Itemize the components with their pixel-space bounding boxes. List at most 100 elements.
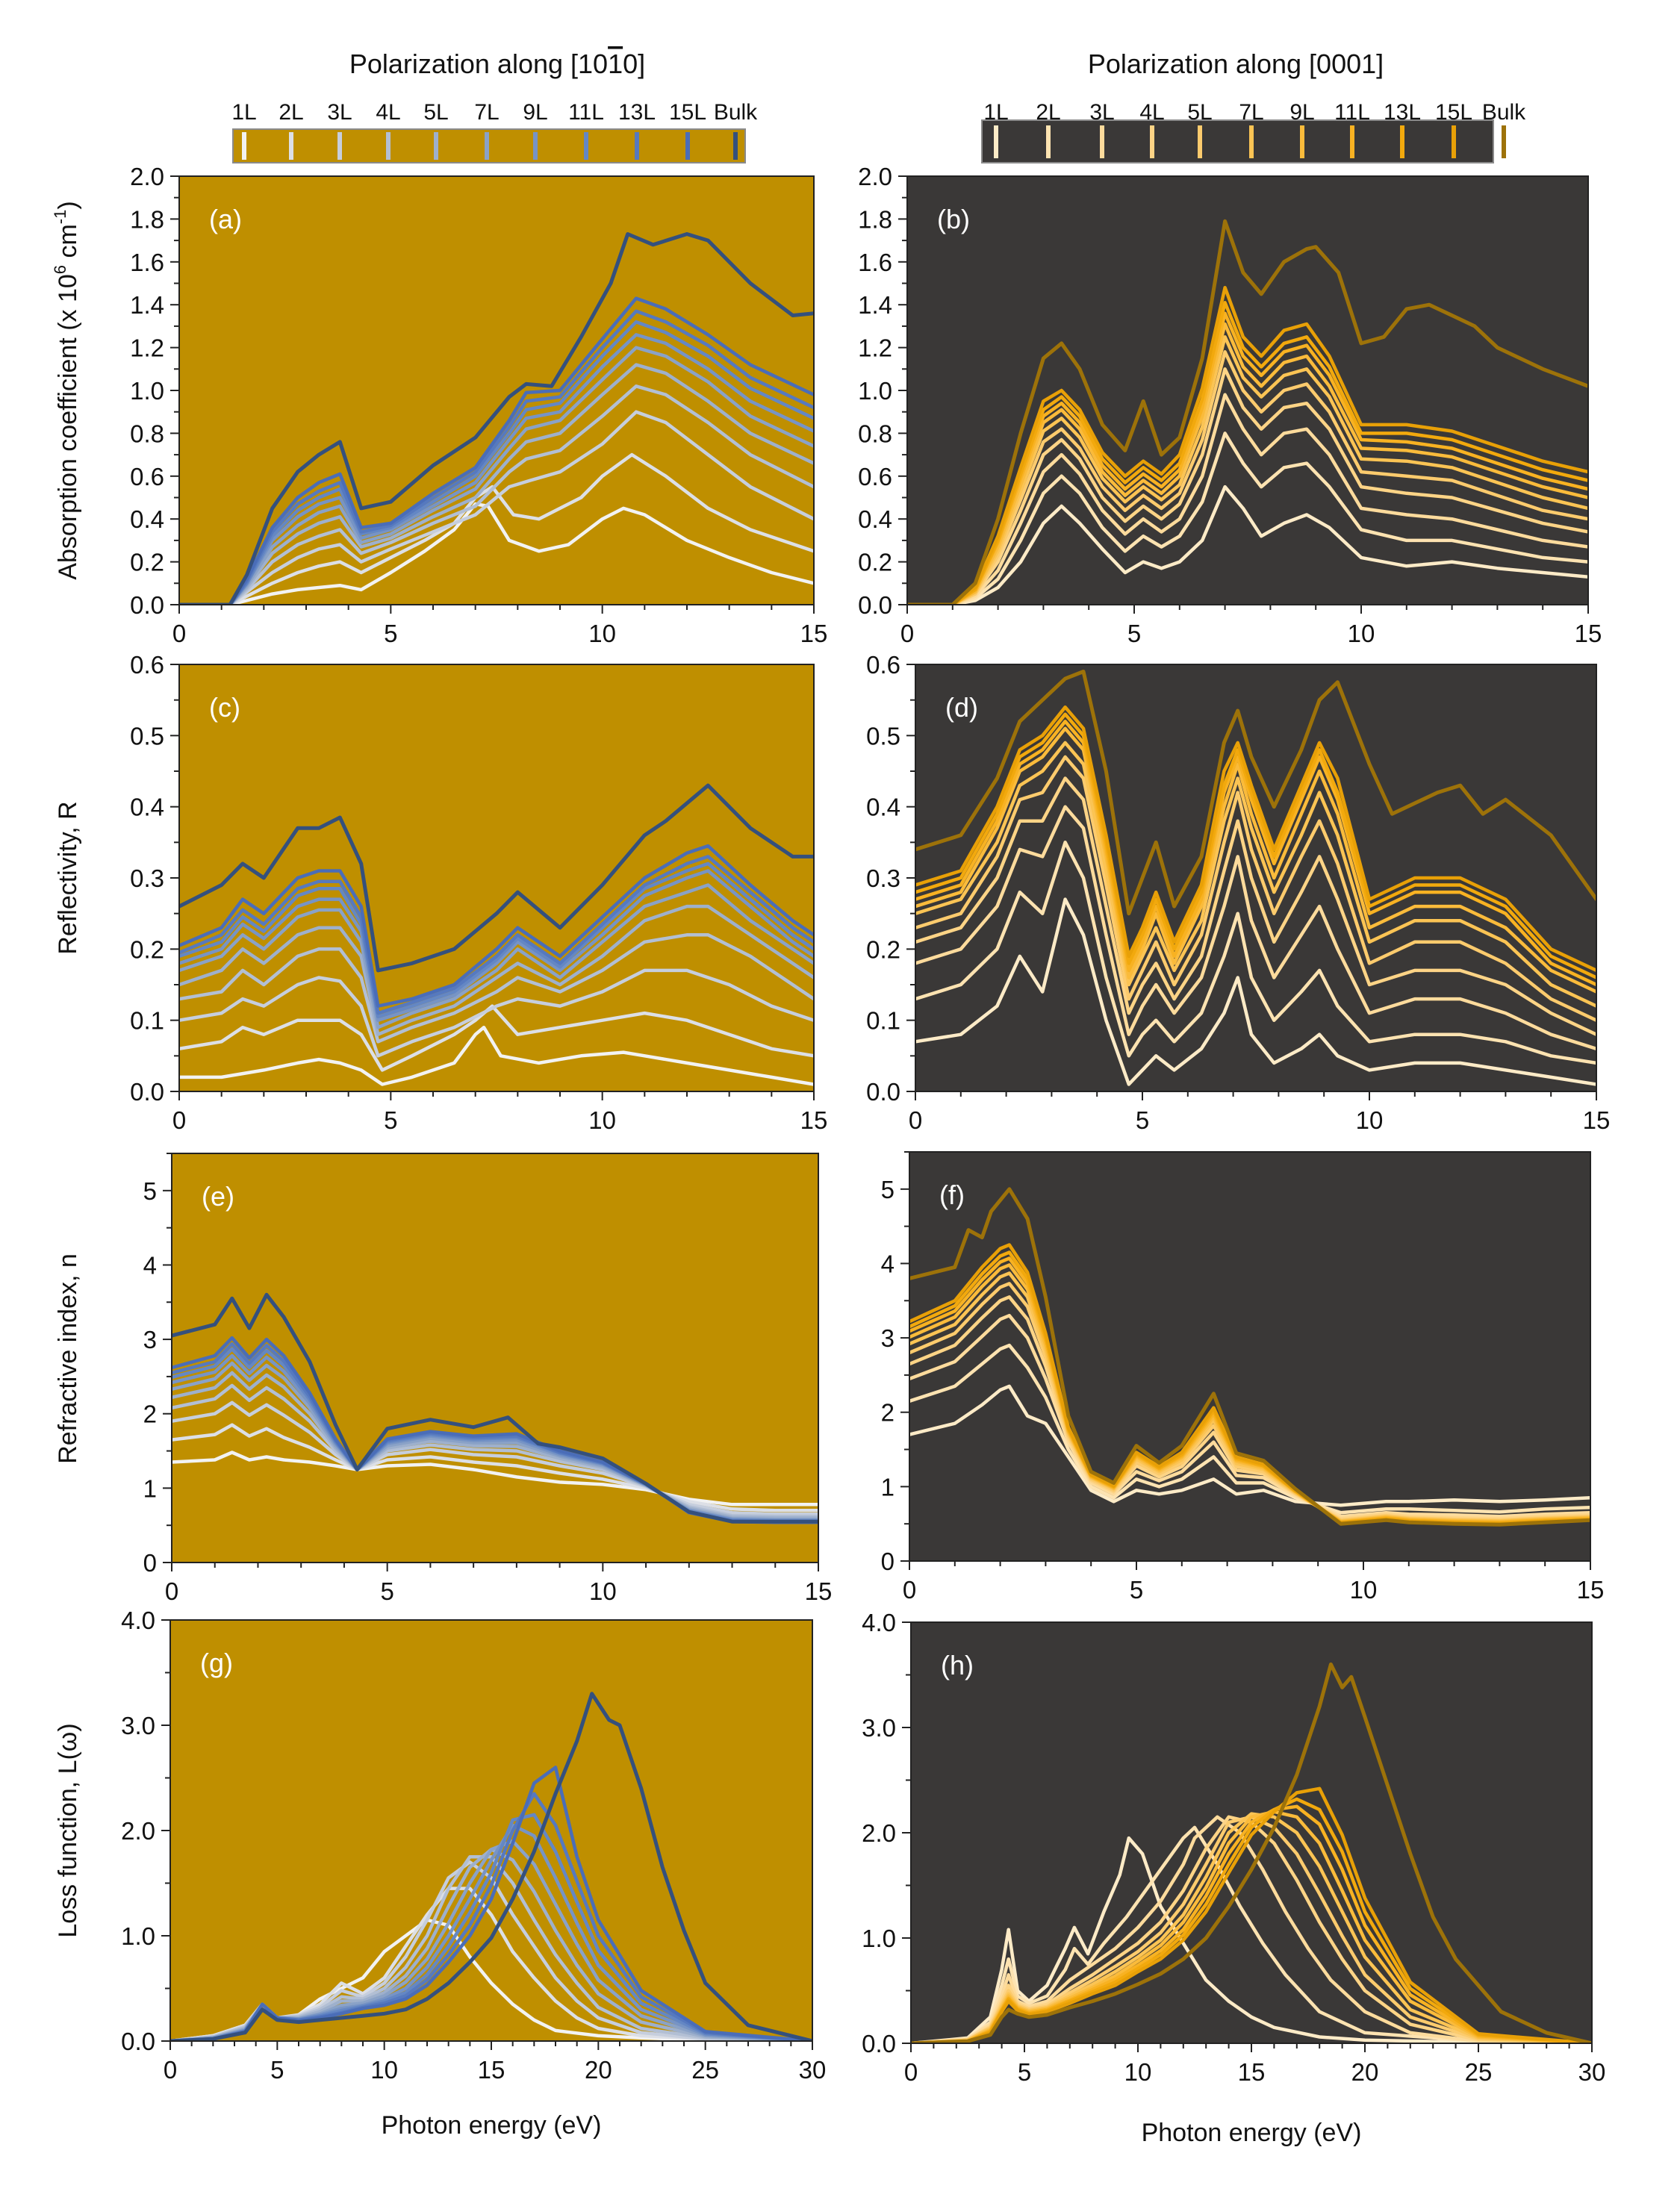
- plot-area: [170, 1620, 812, 2041]
- y-tick-label: 0.6: [858, 463, 892, 490]
- series-line-2L: [172, 1423, 818, 1512]
- x-tick-label: 10: [588, 1106, 616, 1134]
- series-line-5L: [915, 755, 1596, 1022]
- y-tick-label: 2: [881, 1399, 895, 1427]
- series-line-15L: [915, 705, 1596, 973]
- series-line-15L: [911, 1786, 1592, 2043]
- legend-label-11L: 11L: [1334, 100, 1370, 125]
- x-tick-label: 15: [1583, 1106, 1611, 1134]
- series-line-7L: [179, 883, 814, 1029]
- x-tick-label: 5: [270, 2056, 284, 2084]
- panel-letter: (g): [200, 1648, 233, 1678]
- xlabel-right: Photon energy (eV): [1142, 2119, 1362, 2147]
- y-tick-label: 0.0: [121, 2028, 155, 2055]
- series-line-9L: [179, 333, 814, 605]
- y-tick-label: 0.8: [130, 420, 164, 447]
- series-group: [909, 1187, 1590, 1527]
- x-tick-label: 0: [172, 1106, 186, 1134]
- x-tick-label: 5: [1127, 620, 1141, 647]
- ylabel-loss-function: Loss function, L(ω): [54, 1723, 82, 1937]
- series-line-1L: [907, 485, 1588, 605]
- y-tick-label: 0.8: [858, 420, 892, 447]
- right-legend: 1L 2L 3L 4L 5L 7L 9L 11L 13L 15L Bulk: [981, 100, 1526, 163]
- x-tick-label: 5: [380, 1577, 393, 1605]
- series-line-11L: [179, 320, 814, 605]
- legend-label-Bulk: Bulk: [1482, 100, 1526, 125]
- panel-letter: (d): [945, 692, 978, 723]
- panel-letter: (f): [939, 1180, 965, 1210]
- legend-label-9L: 9L: [523, 100, 547, 125]
- y-tick-label: 0.0: [858, 591, 892, 619]
- ylabel-reflectivity: Reflectivity, R: [54, 801, 82, 954]
- y-tick-label: 1.6: [858, 249, 892, 276]
- series-line-Bulk: [179, 232, 814, 605]
- series-line-4L: [911, 1815, 1592, 2043]
- y-tick-label: 1.2: [858, 334, 892, 362]
- series-line-3L: [911, 1815, 1592, 2043]
- y-tick-label: 0.6: [130, 463, 164, 490]
- x-tick-label: 0: [164, 2056, 177, 2084]
- series-line-Bulk: [170, 1692, 812, 2041]
- legend-label-2L: 2L: [1036, 100, 1060, 125]
- panel-letter: (a): [209, 204, 242, 234]
- y-tick-label: 0.1: [866, 1007, 900, 1035]
- y-tick-label: 0: [881, 1548, 895, 1575]
- x-tick-label: 5: [384, 620, 397, 647]
- series-line-15L: [907, 285, 1588, 605]
- y-tick-label: 1.0: [862, 1925, 896, 1952]
- series-line-Bulk: [911, 1662, 1592, 2043]
- legend-label-1L: 1L: [983, 100, 1008, 125]
- x-tick-label: 30: [1578, 2058, 1606, 2086]
- y-tick-label: 2.0: [858, 163, 892, 190]
- x-tick-label: 10: [370, 2056, 398, 2084]
- series-line-Bulk: [172, 1292, 818, 1524]
- y-tick-label: 0.0: [862, 2030, 896, 2057]
- x-tick-label: 0: [165, 1577, 178, 1605]
- legend-label-5L: 5L: [423, 100, 448, 125]
- series-line-4L: [915, 776, 1596, 1036]
- legend-label-1L: 1L: [231, 100, 256, 125]
- series-line-15L: [179, 844, 814, 1008]
- x-tick-label: 15: [805, 1577, 833, 1605]
- xlabel-left: Photon energy (eV): [382, 2111, 602, 2140]
- x-tick-label: 5: [1136, 1106, 1149, 1134]
- y-tick-label: 0.0: [130, 591, 164, 619]
- panel-a-absorption-10-10: 0.0 0.2 0.4 0.6 0.8 1.0 1.2 1.4 1.6 1.8 2.0 0 5 10 15 (…: [130, 163, 827, 647]
- x-tick-label: 15: [800, 620, 828, 647]
- series-line-2L: [909, 1343, 1590, 1515]
- y-tick-label: 1.8: [858, 205, 892, 233]
- y-tick-label: 5: [881, 1176, 895, 1203]
- y-tick-label: 0.0: [130, 1078, 164, 1106]
- y-tick-label: 2.0: [121, 1817, 155, 1845]
- x-tick-label: 15: [1575, 620, 1602, 647]
- plot-area: [179, 176, 814, 605]
- series-line-13L: [907, 301, 1588, 605]
- y-tick-label: 2: [143, 1401, 157, 1428]
- x-tick-label: 25: [691, 2056, 719, 2084]
- legend-label-15L: 15L: [1435, 100, 1472, 125]
- series-line-3L: [907, 393, 1588, 605]
- y-tick-label: 1.8: [130, 205, 164, 233]
- x-tick-label: 0: [909, 1106, 922, 1134]
- series-line-7L: [911, 1812, 1592, 2043]
- series-group: [179, 783, 814, 1086]
- legend-label-2L: 2L: [279, 100, 303, 125]
- x-tick-label: 10: [1350, 1576, 1378, 1604]
- series-line-5L: [911, 1815, 1592, 2043]
- panel-letter: (h): [941, 1650, 974, 1680]
- y-tick-label: 0.4: [130, 505, 164, 533]
- series-line-5L: [907, 350, 1588, 605]
- series-line-3L: [909, 1313, 1590, 1518]
- x-tick-label: 5: [1018, 2058, 1031, 2086]
- y-tick-label: 0.3: [130, 864, 164, 892]
- ylabel-absorption: Absorption coefficient (x 106 cm-1): [51, 201, 82, 579]
- series-line-9L: [179, 869, 814, 1022]
- y-tick-label: 1.0: [858, 377, 892, 405]
- right-polarization-title: Polarization along [0001]: [1088, 49, 1384, 79]
- series-group: [915, 670, 1596, 1086]
- legend-label-3L: 3L: [327, 100, 352, 125]
- panel-letter: (c): [209, 692, 240, 723]
- legend-label-Bulk: Bulk: [714, 100, 758, 125]
- legend-label-9L: 9L: [1289, 100, 1314, 125]
